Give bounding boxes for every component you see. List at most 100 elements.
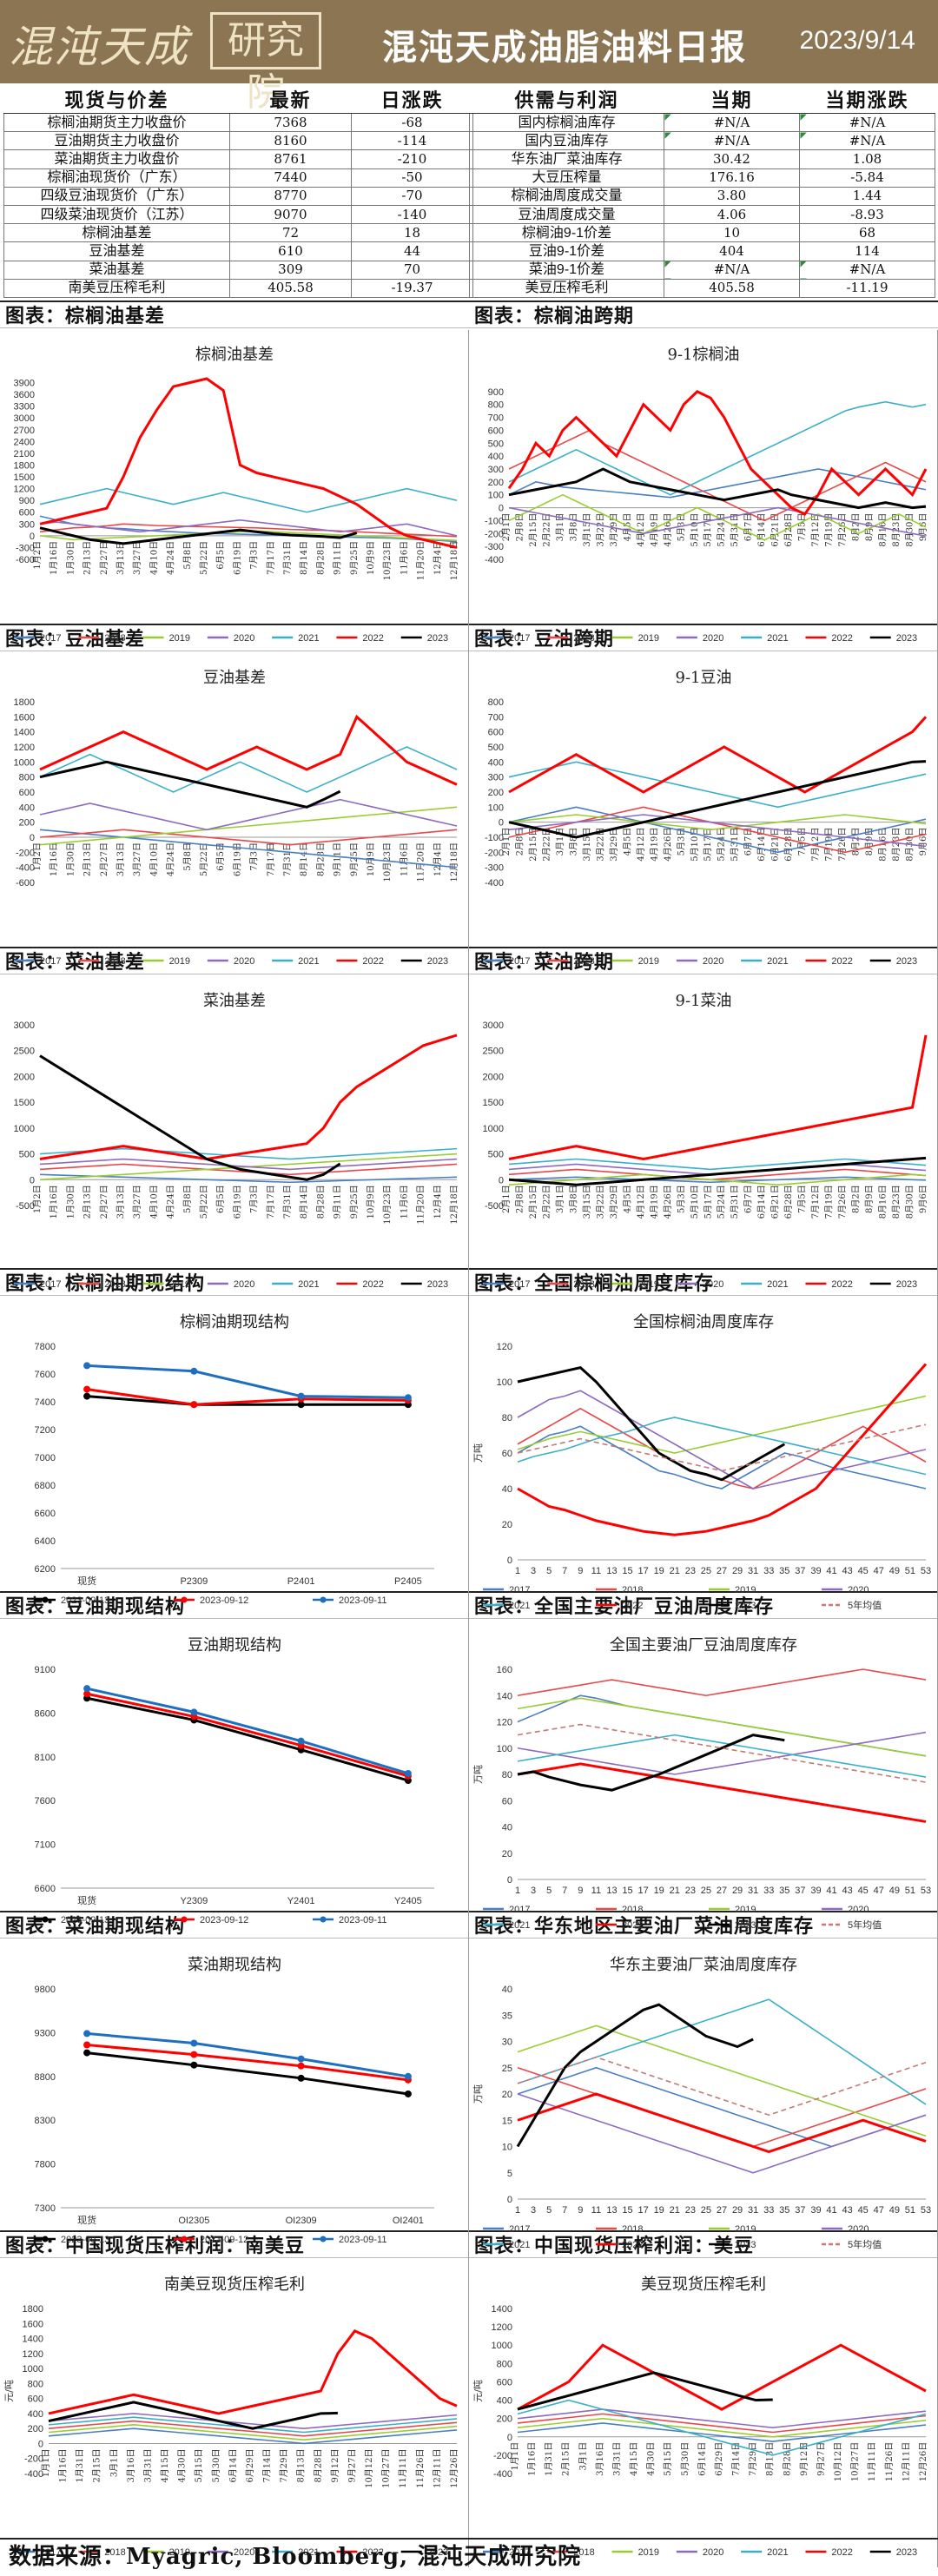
x-tick-label: 45 xyxy=(858,1886,869,1896)
x-tick-label: Y2309 xyxy=(180,1896,208,1906)
legend-label: 2020 xyxy=(703,1279,723,1290)
legend-label: 2019 xyxy=(638,633,659,644)
x-tick-label: 11 xyxy=(591,1566,601,1576)
y-tick-label: -400 xyxy=(16,863,35,874)
x-tick-label: OI2305 xyxy=(178,2216,209,2226)
x-tick-label: 39 xyxy=(810,1886,821,1896)
legend-label: 2018 xyxy=(104,2547,125,2558)
section-title: 图表：菜油跨期 xyxy=(469,947,938,974)
row-label: 四级菜油现货价（江苏） xyxy=(3,204,230,225)
chart-svg: 菜油基差 -500 0 500 1000 1500 2000 2500 3000 1月2日 1月16… xyxy=(14,992,459,1290)
chart-svg: 9-1菜油 -500 0 500 1000 1500 2000 2500 3000 2月1日 2月8… xyxy=(483,992,928,1290)
y-tick-label: 7000 xyxy=(35,1453,56,1463)
series-line xyxy=(517,1668,927,1697)
x-tick-label: Y2401 xyxy=(287,1896,315,1906)
series-line xyxy=(39,760,341,809)
x-tick-label: 4月15日 xyxy=(629,2442,639,2476)
x-tick-label: 8月30日 xyxy=(905,1185,915,1219)
legend-label: 2017 xyxy=(40,633,61,644)
section-title: 图表：全国棕榈油周度库存 xyxy=(469,1268,938,1296)
x-tick-label: 3月15日 xyxy=(582,828,592,862)
y-tick-label: 0 xyxy=(499,1175,504,1186)
x-tick-label: 7月31日 xyxy=(282,541,293,575)
x-tick-label: 49 xyxy=(889,1566,900,1576)
x-tick-label: 6月29日 xyxy=(245,2448,255,2482)
table-row: 华东油厂菜油库存 30.42 1.08 xyxy=(469,149,935,169)
row-value: 72 xyxy=(229,223,352,243)
row-value: #N/A xyxy=(664,112,800,133)
x-tick-label: 5月15日 xyxy=(194,2448,204,2482)
series-line xyxy=(39,377,458,549)
y-tick-label: 700 xyxy=(488,413,504,424)
x-tick-label: 33 xyxy=(763,1886,774,1896)
chart-svg: 豆油期现结构 6600 7100 7600 8100 8600 9100 现货 Y2309 Y24… xyxy=(35,1636,434,1925)
x-tick-label: 21 xyxy=(670,2205,680,2216)
data-point xyxy=(297,2062,305,2070)
x-tick-label: 8月14日 xyxy=(299,541,309,575)
row-value: 10 xyxy=(664,223,800,243)
legend-label: 2017 xyxy=(509,1585,530,1595)
y-tick-label: -400 xyxy=(485,878,504,888)
col-header: 供需与利润 xyxy=(469,85,664,114)
x-tick-label: 8月30日 xyxy=(905,513,915,547)
y-tick-label: 1000 xyxy=(483,1124,504,1134)
legend-label: 2021 xyxy=(298,956,319,967)
series-line xyxy=(517,2413,927,2434)
data-point xyxy=(297,1401,305,1409)
y-tick-label: 1000 xyxy=(14,757,35,768)
y-tick-label: 500 xyxy=(488,439,504,449)
x-tick-label: 33 xyxy=(763,1566,774,1576)
x-tick-label: 8月28日 xyxy=(313,2448,323,2482)
y-tick-label: 1500 xyxy=(14,472,35,483)
row-value: 30.42 xyxy=(664,149,800,169)
series-line xyxy=(517,1423,927,1472)
x-tick-label: 5月22日 xyxy=(199,541,209,575)
legend-label: 2019 xyxy=(638,2547,659,2558)
x-tick-label: 5月10日 xyxy=(690,1185,700,1219)
legend-marker xyxy=(181,2236,188,2242)
legend-label: 2020 xyxy=(703,2547,723,2558)
x-tick-label: 5月17日 xyxy=(703,513,713,547)
legend-label: 2019 xyxy=(638,1279,659,1290)
series-line xyxy=(508,814,927,831)
legend-label: 2018 xyxy=(104,633,125,644)
data-point xyxy=(190,1708,198,1716)
x-tick-label: 35 xyxy=(779,1886,789,1896)
series-line xyxy=(39,829,458,846)
row-value: 405.58 xyxy=(229,278,352,298)
x-tick-label: 6月14日 xyxy=(756,1185,767,1219)
legend-label: 2023-09-13 xyxy=(61,2235,109,2245)
row-value: 7440 xyxy=(229,168,352,188)
spot-spread-table: 现货与价差 最新 日涨跌 棕榈油期货主力收盘价 7368 -68 豆油期货主力收盘价 8… xyxy=(3,85,473,298)
y-tick-label: 0 xyxy=(507,1556,512,1566)
legend-label: 2022 xyxy=(622,2240,643,2250)
x-tick-label: 3月8日 xyxy=(568,1185,578,1213)
y-tick-label: 2100 xyxy=(14,449,35,459)
x-tick-label: 11月20日 xyxy=(416,1185,426,1224)
x-tick-label: 4月5日 xyxy=(622,1185,632,1213)
y-tick-label: 25 xyxy=(502,2064,512,2074)
y-tick-label: -400 xyxy=(485,555,504,565)
legend-label: 2020 xyxy=(848,2224,869,2235)
chart: 菜油期现结构 7300 7800 8300 8800 9300 9800 现货 OI2305 OI… xyxy=(0,1940,469,2260)
x-tick-label: 17 xyxy=(637,2205,648,2216)
x-tick-label: 11月11日 xyxy=(867,2442,877,2481)
y-tick-label: 7800 xyxy=(35,1342,56,1352)
x-tick-label: 25 xyxy=(701,2205,711,2216)
y-tick-label: 9300 xyxy=(35,2028,56,2038)
x-tick-label: 2月1日 xyxy=(501,828,512,856)
y-tick-label: 500 xyxy=(488,743,504,753)
row-value: 3.80 xyxy=(664,186,800,206)
data-point xyxy=(190,1401,198,1409)
x-tick-label: 2月15日 xyxy=(561,2442,571,2476)
x-tick-label: 4月12日 xyxy=(636,513,646,547)
y-tick-label: 100 xyxy=(497,1377,512,1388)
x-tick-label: 10月9日 xyxy=(366,1185,376,1219)
row-label: 棕榈油9-1价差 xyxy=(469,223,664,243)
row-label: 棕榈油基差 xyxy=(3,223,230,243)
x-tick-label: 45 xyxy=(858,1566,869,1576)
table-row: 四级菜油现货价（江苏） 9070 -140 xyxy=(3,204,473,225)
series-line xyxy=(517,1734,927,1778)
table-row: 南美豆压榨毛利 405.58 -19.37 xyxy=(3,278,473,298)
row-value: -70 xyxy=(351,186,473,206)
